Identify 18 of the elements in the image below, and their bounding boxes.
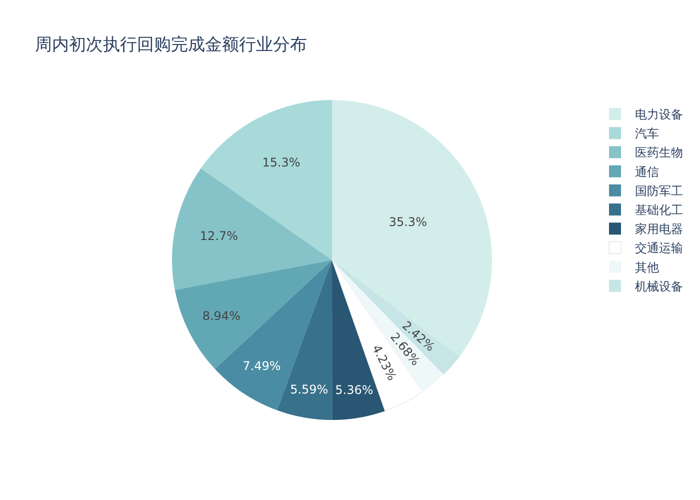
legend-label: 交通运输 — [635, 241, 683, 256]
chart-title: 周内初次执行回购完成金额行业分布 — [35, 35, 307, 55]
legend-label: 汽车 — [635, 126, 659, 141]
data-label: 15.3% — [262, 156, 300, 170]
data-label: 35.3% — [388, 215, 427, 230]
data-label: 8.94% — [202, 309, 240, 324]
legend-label: 通信 — [635, 164, 659, 179]
data-label: 12.7% — [200, 228, 238, 243]
legend-label: 电力设备 — [635, 108, 683, 122]
legend-label: 其他 — [635, 260, 659, 274]
legend-label: 家用电器 — [635, 222, 683, 236]
legend-label: 机械设备 — [635, 279, 683, 294]
legend-label: 基础化工 — [635, 203, 683, 217]
data-label: 5.59% — [290, 382, 328, 396]
legend-label: 国防军工 — [635, 184, 683, 198]
data-label: 5.36% — [335, 383, 374, 398]
data-label: 7.49% — [242, 359, 281, 374]
legend-label: 医药生物 — [635, 146, 683, 160]
